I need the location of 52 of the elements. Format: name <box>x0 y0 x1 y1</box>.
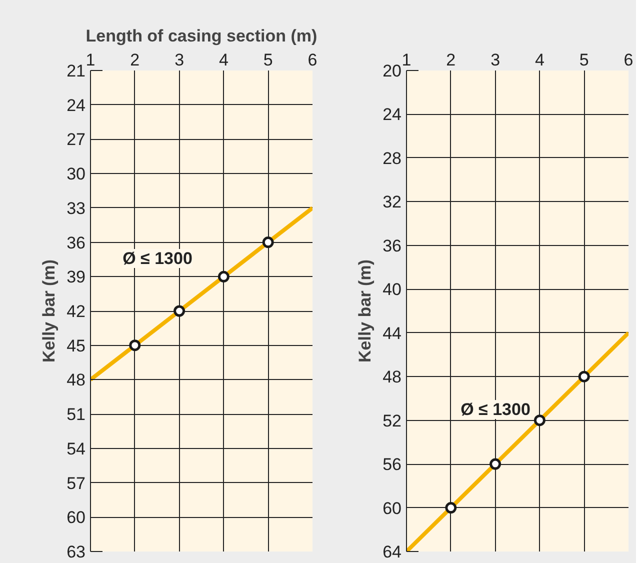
y-tick-label: 60 <box>382 498 402 518</box>
x-tick-label: 2 <box>130 50 140 70</box>
y-tick-label: 33 <box>66 198 86 218</box>
y-tick-label: 32 <box>382 192 402 212</box>
x-axis-title: Length of casing section (m) <box>86 26 318 46</box>
y-tick-label: 36 <box>382 236 402 256</box>
y-tick-label: 20 <box>382 62 402 80</box>
y-tick-label: 51 <box>66 405 86 424</box>
point <box>534 414 546 426</box>
y-tick-label: 24 <box>66 96 86 115</box>
y-tick-label: 56 <box>382 455 402 474</box>
x-tick-label: 3 <box>174 50 184 70</box>
y-tick-label: 42 <box>66 302 86 321</box>
y-tick-label: 28 <box>382 148 402 168</box>
annotation: Ø ≤ 1300 <box>122 249 192 268</box>
y-tick-label: 48 <box>66 370 86 390</box>
x-tick-label: 6 <box>308 50 318 70</box>
point <box>218 270 230 282</box>
y-tick-label: 36 <box>66 233 86 252</box>
y-tick-label: 60 <box>66 508 86 528</box>
y-tick-label: 40 <box>382 280 402 300</box>
point <box>445 502 457 514</box>
y-tick-label: 44 <box>382 324 402 343</box>
point <box>578 370 590 382</box>
point <box>174 305 186 317</box>
x-tick-label: 4 <box>218 50 228 70</box>
y-tick-label: 54 <box>66 439 86 458</box>
point <box>490 458 502 470</box>
y-tick-label: 63 <box>66 542 86 562</box>
annotation: Ø ≤ 1300 <box>460 400 530 419</box>
point <box>129 340 141 352</box>
x-tick-label: 1 <box>86 50 96 70</box>
point <box>262 236 274 248</box>
x-tick-label: 4 <box>534 50 544 70</box>
y-tick-label: 30 <box>66 164 86 184</box>
y-tick-label: 24 <box>382 105 402 124</box>
y-tick-label: 48 <box>382 368 402 387</box>
y-tick-label: 27 <box>66 130 86 150</box>
y-tick-label: 21 <box>66 62 86 80</box>
x-tick-label: 3 <box>490 50 500 70</box>
x-tick-label: 5 <box>263 50 273 70</box>
y-tick-label: 45 <box>66 336 86 356</box>
y-tick-label: 64 <box>382 542 402 562</box>
y-tick-label: 52 <box>382 411 402 430</box>
y-tick-label: 39 <box>66 268 86 287</box>
y-tick-label: 57 <box>66 474 86 493</box>
y-axis-title: Kelly bar (m) <box>40 260 59 362</box>
x-tick-label: 6 <box>624 50 634 70</box>
y-axis-title: Kelly bar (m) <box>356 260 375 362</box>
x-tick-label: 1 <box>402 50 412 70</box>
x-tick-label: 2 <box>446 50 456 70</box>
x-tick-label: 5 <box>579 50 589 70</box>
